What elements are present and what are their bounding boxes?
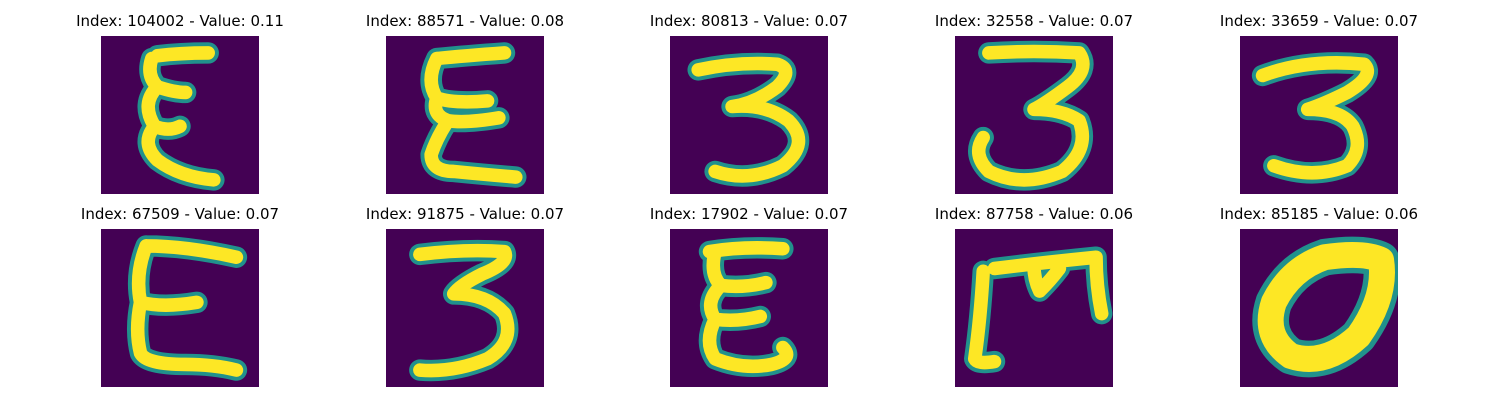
panel-10: Index: 85185 - Value: 0.06 (1199, 205, 1439, 395)
panel-8: Index: 17902 - Value: 0.07 (629, 205, 869, 395)
three-glyph (687, 52, 810, 187)
zero-glyph (1252, 236, 1398, 378)
panel-title: Index: 80813 - Value: 0.07 (649, 12, 849, 30)
digit-image (955, 229, 1113, 387)
panel-6: Index: 67509 - Value: 0.07 (60, 205, 300, 395)
three-glyph (968, 40, 1094, 191)
panel-2: Index: 88571 - Value: 0.08 (345, 12, 585, 202)
panel-title: Index: 17902 - Value: 0.07 (649, 205, 849, 223)
three-glyph (1251, 52, 1379, 184)
digit-image (1240, 36, 1398, 194)
digit-image (670, 229, 828, 387)
digit-image (101, 36, 259, 194)
panel-title: Index: 104002 - Value: 0.11 (76, 12, 284, 30)
panel-title: Index: 88571 - Value: 0.08 (365, 12, 565, 30)
panel-title: Index: 87758 - Value: 0.06 (934, 205, 1134, 223)
digit-image (101, 229, 259, 387)
panel-7: Index: 91875 - Value: 0.07 (345, 205, 585, 395)
panel-4: Index: 32558 - Value: 0.07 (914, 12, 1154, 202)
digit-image (955, 36, 1113, 194)
panel-title: Index: 91875 - Value: 0.07 (365, 205, 565, 223)
panel-1: Index: 104002 - Value: 0.11 (60, 12, 300, 202)
xi-glyph (698, 237, 798, 378)
digit-image (1240, 229, 1398, 387)
digit-image (386, 36, 544, 194)
xi-glyph (137, 42, 225, 191)
panel-title: Index: 33659 - Value: 0.07 (1219, 12, 1419, 30)
panel-title: Index: 67509 - Value: 0.07 (80, 205, 280, 223)
epsilon-glyph (126, 235, 248, 381)
panel-5: Index: 33659 - Value: 0.07 (1199, 12, 1439, 202)
digit-image (670, 36, 828, 194)
panel-3: Index: 80813 - Value: 0.07 (629, 12, 869, 202)
panel-9: Index: 87758 - Value: 0.06 (914, 205, 1154, 395)
digit-image (386, 229, 544, 387)
three-glyph (409, 239, 519, 382)
sigma-glyph (420, 42, 527, 188)
panel-title: Index: 85185 - Value: 0.06 (1219, 205, 1419, 223)
panel-title: Index: 32558 - Value: 0.07 (934, 12, 1134, 30)
bracket-m-glyph (964, 246, 1113, 374)
